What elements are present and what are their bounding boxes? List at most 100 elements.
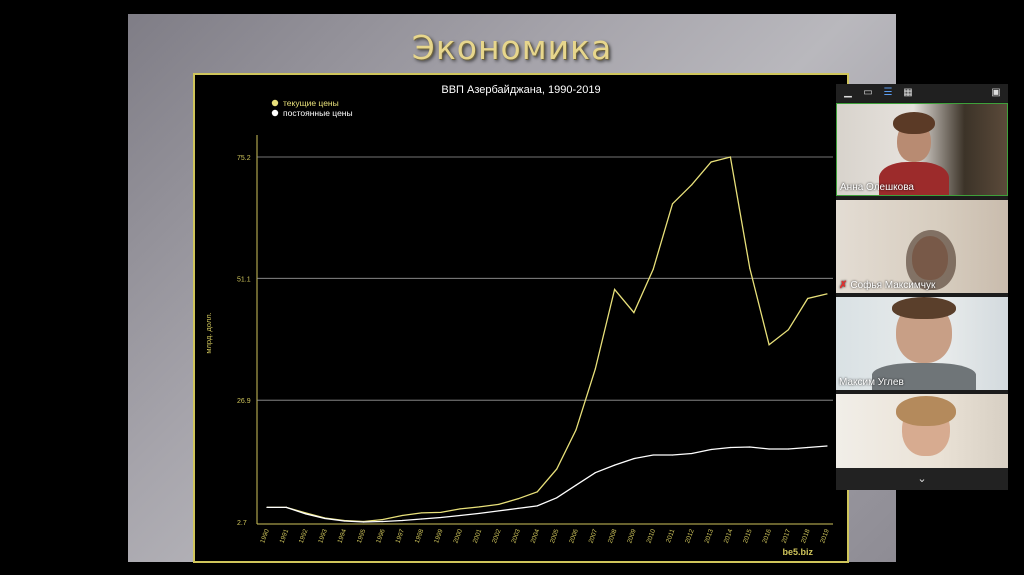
data-point (498, 510, 500, 512)
data-point (768, 448, 770, 450)
gdp-chart: ВВП Азербайджана, 1990-2019 текущие ценып… (204, 84, 833, 557)
y-axis-label: млрд. долл. (204, 312, 213, 353)
data-point (787, 448, 789, 450)
data-point (633, 457, 635, 460)
data-point (401, 519, 403, 522)
grid-icon[interactable]: ▦ (903, 87, 913, 98)
data-point (729, 446, 732, 449)
data-point (768, 344, 770, 346)
data-point (459, 508, 461, 510)
data-point (420, 518, 423, 520)
participant-name: Анна Олешкова (840, 182, 914, 193)
participants-panel: ▁ ▭ ☰ ▦ ▣ Анна Олешкова ✗ Софья Максимчук… (836, 84, 1008, 490)
x-tick-label: 2017 (781, 528, 793, 544)
x-tick-label: 1993 (317, 528, 329, 544)
data-point (362, 521, 365, 523)
participant-tile[interactable]: ✗ Софья Максимчук (836, 200, 1008, 293)
legend-label: постоянные цены (283, 108, 353, 118)
participant-tile[interactable]: Максим Углев (836, 297, 1008, 390)
data-point (613, 464, 616, 466)
x-tick-label: 2003 (510, 528, 522, 544)
slide-title: Экономика (411, 28, 613, 67)
data-point (671, 203, 674, 205)
x-tick-label: 2012 (684, 528, 696, 544)
data-point (536, 491, 538, 493)
data-point (710, 161, 712, 163)
y-tick-label: 51.1 (237, 276, 251, 283)
pop-out-icon[interactable]: ▣ (991, 87, 1001, 98)
x-tick-label: 1999 (433, 528, 445, 544)
x-tick-label: 2018 (800, 528, 812, 544)
data-point (633, 311, 635, 314)
data-point (498, 503, 500, 505)
scroll-down-button[interactable]: ⌄ (836, 468, 1008, 490)
data-point (382, 518, 384, 521)
x-tick-label: 1992 (298, 528, 310, 544)
chevron-down-icon: ⌄ (917, 473, 927, 485)
x-tick-label: 2005 (549, 528, 561, 544)
data-point (440, 516, 442, 519)
data-point (826, 293, 828, 295)
data-point (807, 297, 809, 300)
data-point (691, 184, 693, 186)
x-tick-label: 2019 (819, 528, 831, 544)
data-point (478, 512, 481, 515)
speaker-view-icon[interactable]: ▭ (863, 87, 873, 98)
minimize-icon[interactable]: ▁ (844, 87, 852, 98)
x-tick-label: 2015 (742, 528, 754, 544)
data-point (594, 472, 596, 474)
data-point (266, 506, 268, 508)
x-tick-label: 2009 (626, 528, 638, 544)
x-tick-label: 2010 (646, 528, 658, 544)
x-tick-label: 2016 (761, 528, 773, 544)
data-point (305, 513, 307, 515)
data-point (420, 512, 423, 514)
data-point (594, 368, 596, 370)
data-point (575, 429, 577, 431)
participant-hair (893, 112, 935, 134)
series-line (267, 156, 828, 523)
data-point (613, 288, 616, 291)
strip-view-icon[interactable]: ☰ (883, 87, 893, 98)
x-tick-label: 2001 (472, 528, 484, 544)
participant-torso (872, 363, 976, 390)
data-point (343, 520, 345, 522)
participant-tile[interactable] (836, 394, 1008, 468)
participant-name: ✗ Софья Максимчук (839, 280, 936, 291)
data-point (807, 446, 809, 449)
participant-hair (892, 297, 956, 319)
participant-tile[interactable]: Анна Олешкова (836, 103, 1008, 196)
x-tick-label: 2002 (491, 528, 503, 544)
participant-hair (906, 230, 956, 290)
data-point (787, 329, 789, 331)
x-tick-label: 2006 (568, 528, 580, 544)
x-tick-label: 2008 (607, 528, 619, 544)
legend-marker (271, 99, 279, 107)
panel-toolbar: ▁ ▭ ☰ ▦ ▣ (836, 84, 1008, 102)
data-point (517, 498, 519, 500)
data-point (710, 448, 712, 451)
x-tick-label: 1994 (337, 528, 349, 544)
participant-hair (896, 396, 956, 426)
data-point (826, 445, 828, 447)
x-tick-label: 1998 (414, 528, 426, 544)
data-point (478, 506, 481, 508)
chart-frame: ВВП Азербайджана, 1990-2019 текущие цены п… (193, 73, 849, 563)
data-point (285, 506, 287, 508)
x-tick-label: 2014 (723, 528, 735, 544)
watermark: be5.biz (782, 547, 813, 557)
y-tick-label: 75.2 (237, 155, 251, 162)
data-point (401, 514, 403, 517)
data-point (652, 454, 654, 456)
data-point (749, 446, 751, 448)
data-point (749, 267, 751, 269)
participant-name: Максим Углев (839, 377, 904, 388)
data-point (459, 514, 461, 517)
x-tick-label: 2004 (530, 528, 542, 544)
data-point (575, 484, 577, 486)
x-tick-label: 1995 (356, 528, 368, 544)
participant-torso (879, 162, 949, 195)
legend-label: текущие цены (283, 98, 339, 108)
x-tick-label: 2011 (665, 528, 676, 544)
x-tick-label: 1997 (395, 528, 407, 544)
